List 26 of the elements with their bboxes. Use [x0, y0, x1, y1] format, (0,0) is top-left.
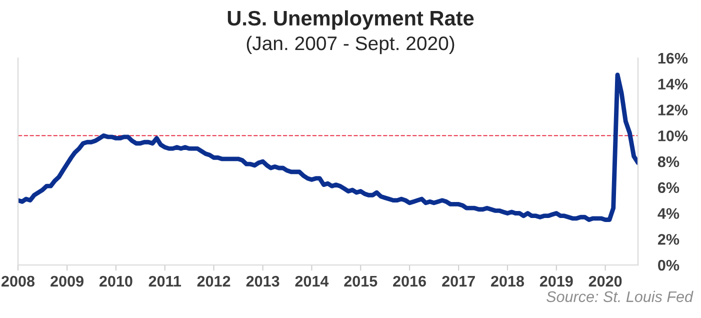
- y-tick-label: 16%: [658, 52, 688, 64]
- x-tick-label: 2011: [148, 276, 182, 287]
- x-tick-label: 2018: [491, 276, 524, 287]
- line-series: [18, 72, 638, 222]
- x-tick-label: 2013: [246, 276, 280, 287]
- chart-subtitle: (Jan. 2007 - Sept. 2020): [246, 36, 454, 54]
- y-tick-label: 6%: [658, 182, 680, 194]
- y-tick-label: 10%: [658, 130, 688, 142]
- x-tick-label: 2008: [2, 276, 35, 287]
- x-tick-label: 2015: [344, 276, 378, 287]
- y-tick-label: 2%: [658, 234, 680, 245]
- source-note: Source: St. Louis Fed: [546, 290, 694, 302]
- x-tick-label: 2010: [99, 276, 132, 287]
- x-tick-label: 2012: [197, 276, 230, 287]
- x-tick-label: 2009: [50, 276, 84, 287]
- x-tick-label: 2017: [442, 276, 475, 287]
- y-tick-label: 4%: [658, 208, 680, 219]
- chart-title: U.S. Unemployment Rate: [228, 10, 474, 30]
- x-tick-label: 2014: [295, 276, 329, 287]
- x-tick-label: 2016: [393, 276, 426, 287]
- x-tick-label: 2020: [588, 276, 622, 287]
- y-tick-label: 12%: [658, 104, 688, 116]
- x-tick-label: 2019: [540, 276, 573, 287]
- y-tick-label: 8%: [658, 156, 680, 168]
- y-tick-label: 0%: [658, 260, 680, 271]
- y-tick-label: 14%: [658, 78, 688, 90]
